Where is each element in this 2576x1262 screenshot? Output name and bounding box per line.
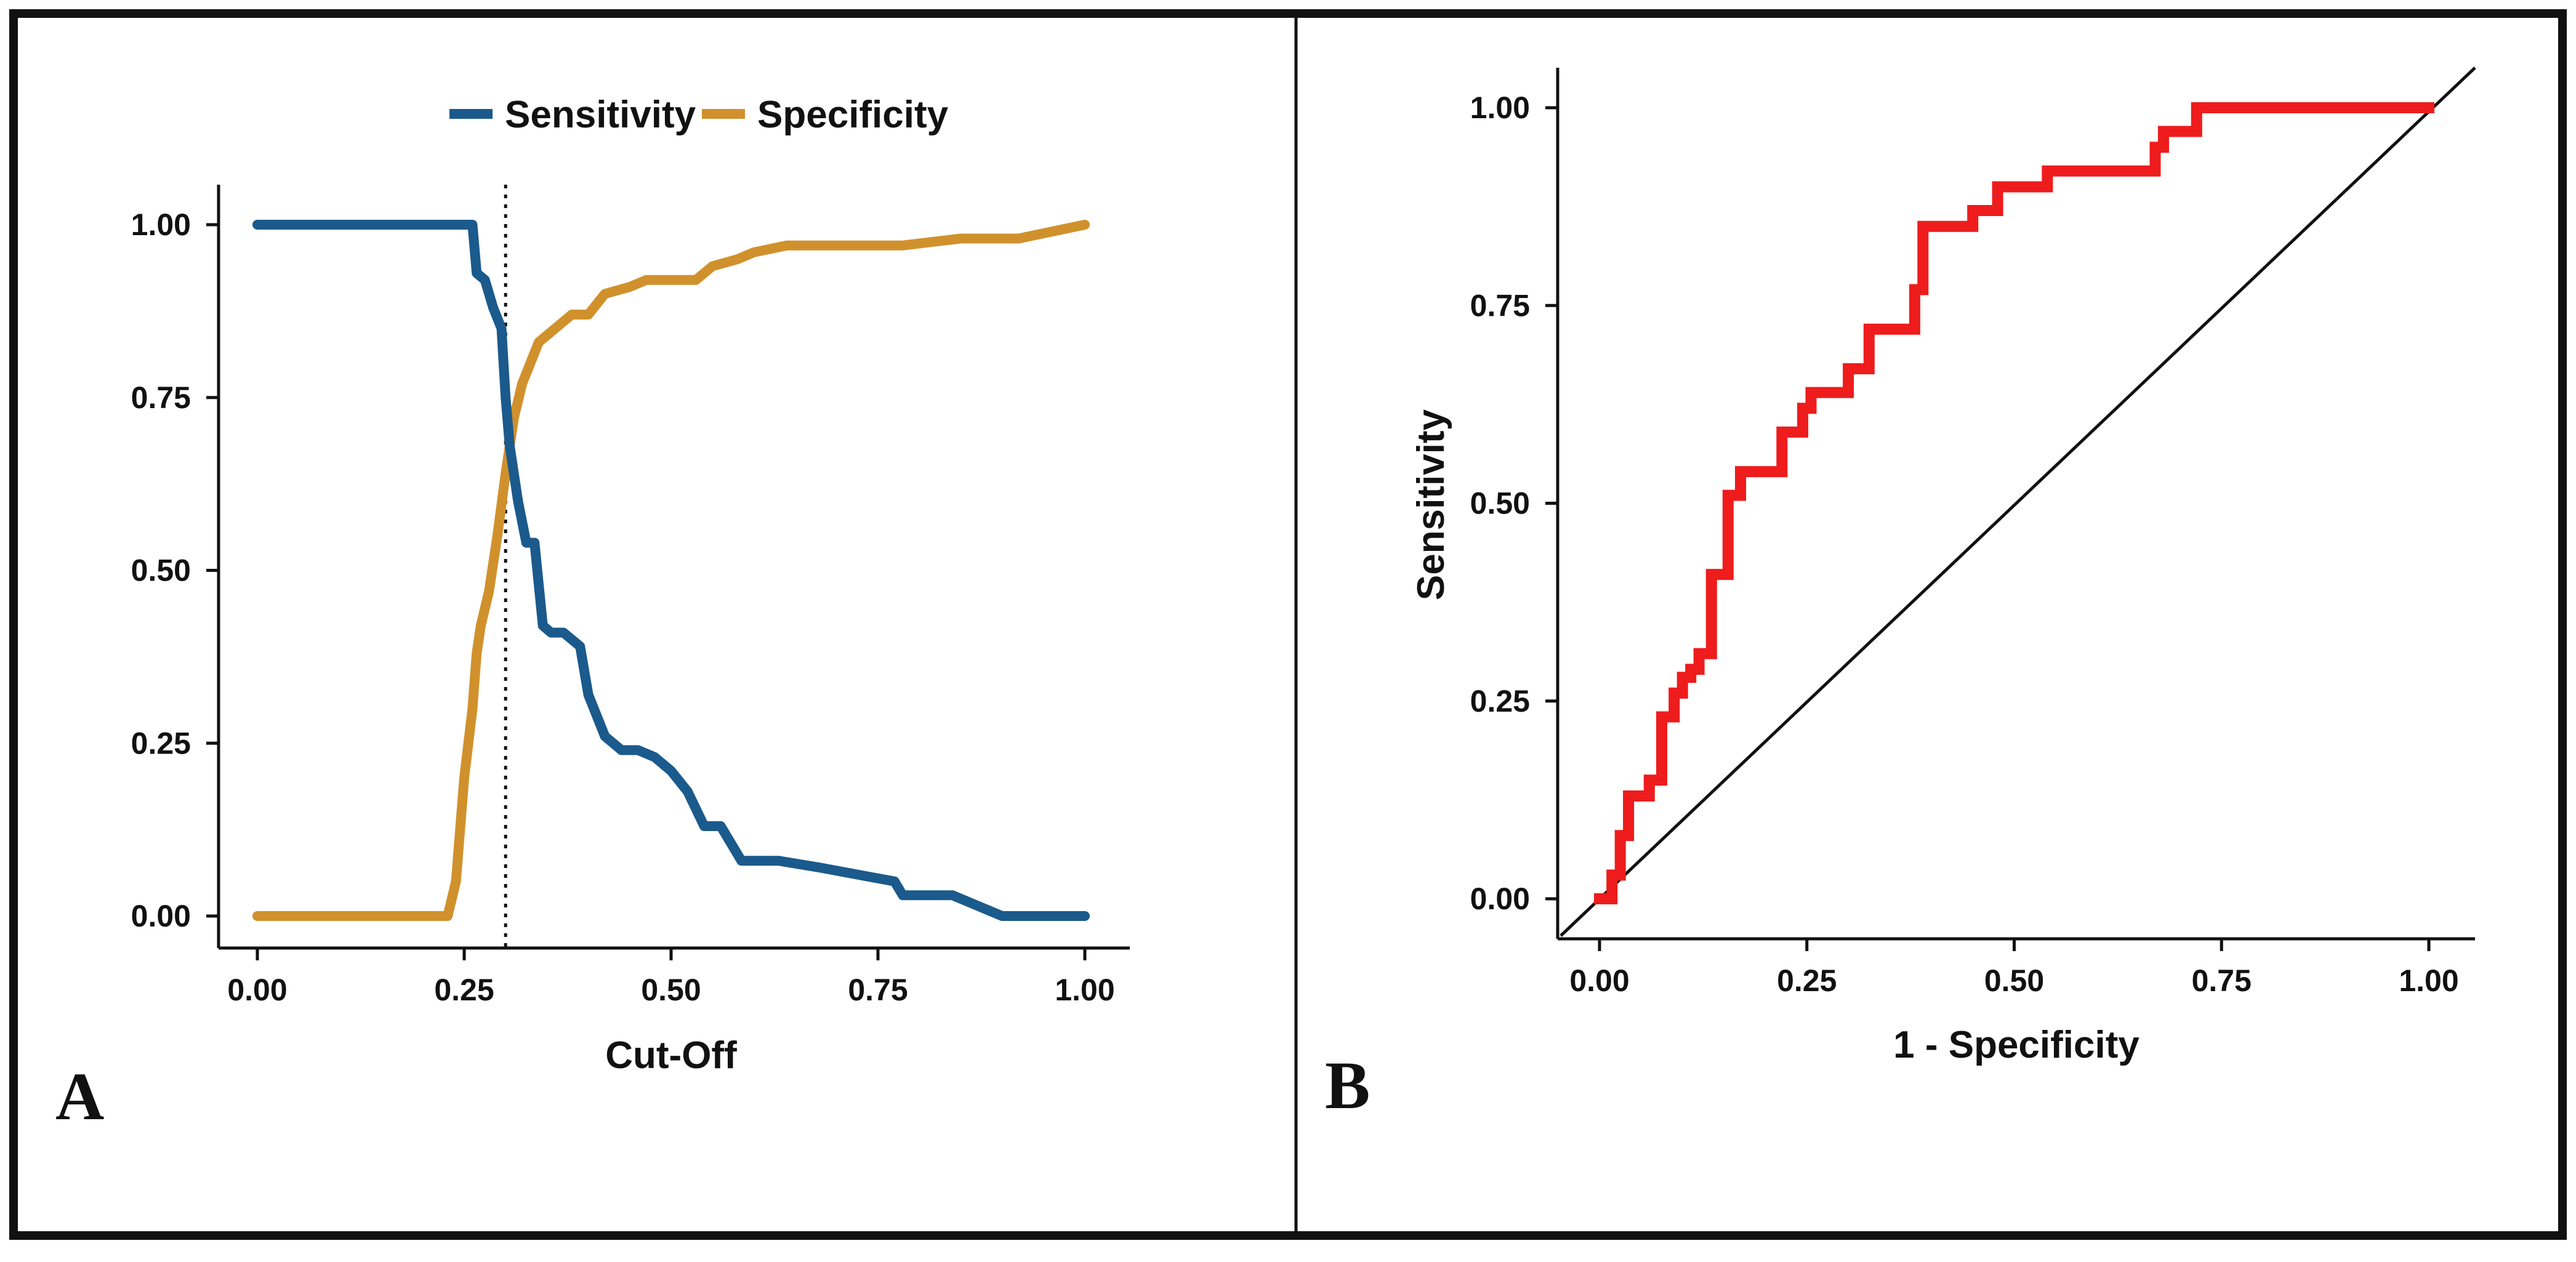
panel-b: 0.00 0.25 0.50 0.75 1.00 0.00 0.25 0.50 0.75 1.0… bbox=[1325, 66, 2476, 1123]
chart-a-x-tick-label: 0.75 bbox=[848, 973, 908, 1007]
chart-a-x-tick-label: 0.00 bbox=[227, 973, 287, 1007]
chart-a-y-tick-label: 0.00 bbox=[131, 899, 191, 933]
chart-b-x-ticks: 0.00 0.25 0.50 0.75 1.00 bbox=[1569, 939, 2459, 998]
chart-a-y-tick-label: 0.75 bbox=[131, 380, 191, 415]
chart-a-y-tick-label: 0.25 bbox=[131, 726, 191, 760]
chart-a-x-tick-label: 0.50 bbox=[641, 973, 701, 1007]
chart-b-x-tick-label: 0.50 bbox=[1984, 963, 2044, 998]
chart-b-y-tick-label: 0.50 bbox=[1470, 486, 1530, 521]
chart-b-y-ticks: 0.00 0.25 0.50 0.75 1.00 bbox=[1470, 90, 1558, 916]
chart-b-y-tick-label: 1.00 bbox=[1470, 90, 1530, 125]
chart-b-y-tick-label: 0.25 bbox=[1470, 684, 1530, 718]
chart-b-x-tick-label: 0.00 bbox=[1569, 963, 1629, 998]
chart-a-x-ticks: 0.00 0.25 0.50 0.75 1.00 bbox=[227, 948, 1115, 1007]
reference-diagonal-line bbox=[1560, 66, 2476, 937]
figure-frame bbox=[9, 9, 2567, 1240]
chart-b-y-label: Sensitivity bbox=[1410, 409, 1452, 600]
chart-a-x-tick-label: 0.25 bbox=[434, 973, 494, 1007]
legend-specificity-label: Specificity bbox=[757, 94, 949, 136]
chart-a-y-tick-label: 0.50 bbox=[131, 553, 191, 588]
chart-b-y-tick-label: 0.00 bbox=[1470, 882, 1530, 916]
chart-a-y-tick-label: 1.00 bbox=[131, 207, 191, 242]
specificity-line bbox=[252, 220, 1090, 921]
sensitivity-line bbox=[252, 220, 1090, 921]
roc-curve bbox=[1594, 102, 2434, 904]
legend-sensitivity-label: Sensitivity bbox=[505, 94, 696, 136]
panel-label-b: B bbox=[1325, 1048, 1370, 1123]
chart-b-x-tick-label: 1.00 bbox=[2399, 963, 2458, 998]
panel-a: Sensitivity Specificity 0.00 0.25 0.50 0.75… bbox=[55, 94, 1130, 1134]
chart-b-x-label: 1 - Specificity bbox=[1893, 1024, 2139, 1066]
chart-a-x-label: Cut-Off bbox=[605, 1034, 737, 1077]
chart-a-legend: Sensitivity Specificity bbox=[449, 94, 949, 136]
chart-a-x-tick-label: 1.00 bbox=[1055, 973, 1114, 1007]
chart-a-y-ticks: 0.00 0.25 0.50 0.75 1.00 bbox=[131, 207, 219, 933]
chart-b-x-tick-label: 0.75 bbox=[2192, 963, 2252, 998]
panel-label-a: A bbox=[55, 1059, 104, 1134]
chart-b-y-tick-label: 0.75 bbox=[1470, 288, 1530, 323]
chart-b-x-tick-label: 0.25 bbox=[1777, 963, 1837, 998]
